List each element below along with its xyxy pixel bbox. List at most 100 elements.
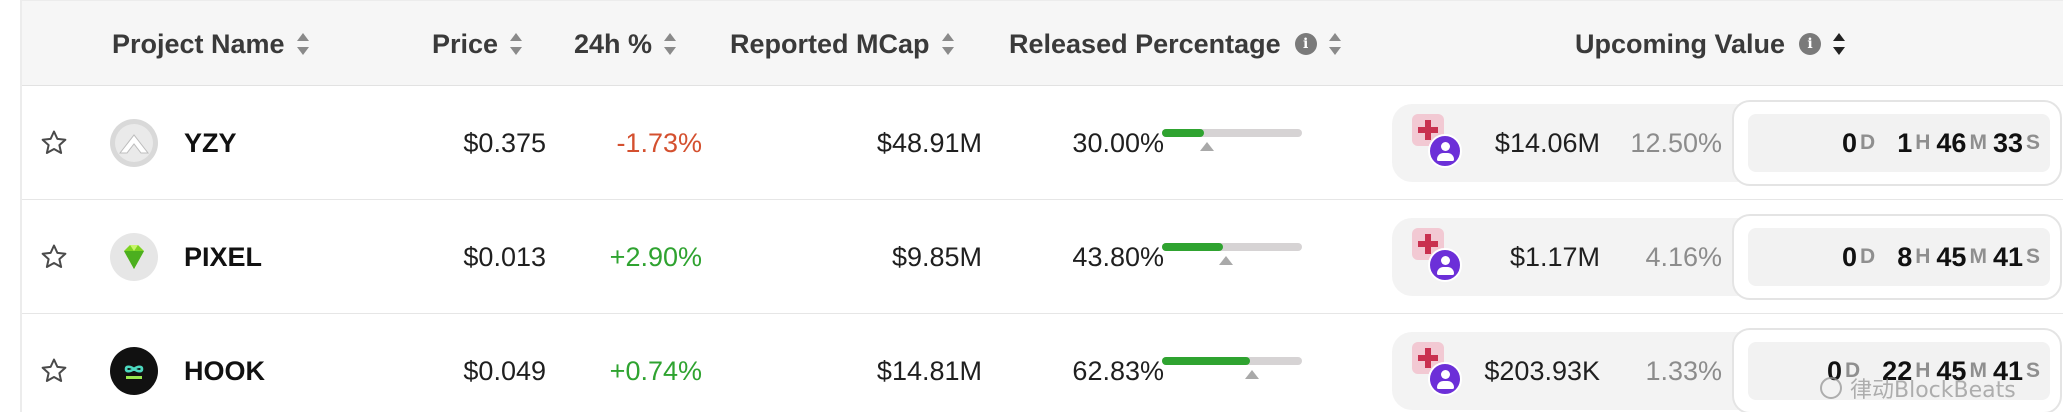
released-progress-bar xyxy=(1162,243,1302,265)
hook-infinity-logo xyxy=(110,347,158,395)
next-unlock-marker xyxy=(1199,142,1214,151)
change-24h: +0.74% xyxy=(570,314,702,412)
project-name-text[interactable]: YZY xyxy=(184,127,237,158)
sort-icon[interactable] xyxy=(664,33,677,55)
col-upcoming-value-label: Upcoming Value xyxy=(1575,28,1786,59)
price-value: $0.013 xyxy=(402,200,546,314)
table-row[interactable]: HOOK $0.049 +0.74% $14.81M 62.83% $203.9… xyxy=(22,314,2063,412)
col-24h-label: 24h % xyxy=(574,28,653,59)
unit-days: D xyxy=(1845,359,1861,382)
countdown-days: 0 xyxy=(1841,241,1858,272)
pixel-gem-logo xyxy=(110,233,158,281)
price-text: $0.375 xyxy=(463,127,546,158)
reported-mcap: $48.91M xyxy=(782,86,982,200)
project-name[interactable]: YZY xyxy=(184,86,237,200)
price-value: $0.375 xyxy=(402,86,546,200)
countdown-hours: 8 xyxy=(1897,241,1913,272)
mcap-text: $14.81M xyxy=(876,355,982,386)
unit-hours: H xyxy=(1915,131,1931,154)
unit-days: D xyxy=(1860,131,1876,154)
change-24h: +2.90% xyxy=(570,200,702,314)
price-value: $0.049 xyxy=(402,314,546,412)
reported-mcap: $14.81M xyxy=(782,314,982,412)
yzy-logo xyxy=(110,119,158,167)
info-icon[interactable]: i xyxy=(1799,33,1822,55)
countdown-seconds: 41 xyxy=(1992,241,2023,272)
unit-hours: H xyxy=(1915,245,1931,268)
unit-minutes: M xyxy=(1969,245,1987,268)
sort-icon[interactable] xyxy=(1328,33,1341,55)
watermark-text: 律动BlockBeats xyxy=(1850,378,2016,403)
released-progress-fill xyxy=(1162,243,1224,251)
unlock-table: Project Name Price 24h % Reported MCap R… xyxy=(20,0,2063,412)
col-released-percentage[interactable]: Released Percentage i xyxy=(1009,1,1341,87)
watermark: 律动BlockBeats xyxy=(1820,372,2016,404)
table-row[interactable]: PIXEL $0.013 +2.90% $9.85M 43.80% $1.17M… xyxy=(22,200,2063,314)
col-released-percentage-label: Released Percentage xyxy=(1009,28,1281,59)
col-price-label: Price xyxy=(432,28,499,59)
col-reported-mcap-label: Reported MCap xyxy=(730,28,930,59)
col-24h[interactable]: 24h % xyxy=(574,1,677,87)
upcoming-pct-text: 1.33% xyxy=(1645,355,1722,386)
released-text: 62.83% xyxy=(1072,355,1164,386)
mcap-text: $9.85M xyxy=(891,241,982,272)
project-name[interactable]: PIXEL xyxy=(184,200,262,314)
upcoming-value-text: $14.06M xyxy=(1494,127,1600,158)
released-progress-fill xyxy=(1162,129,1204,137)
unit-seconds: S xyxy=(2025,359,2040,382)
released-percentage: 43.80% xyxy=(1022,200,1164,314)
project-name[interactable]: HOOK xyxy=(184,314,265,412)
countdown-seconds: 33 xyxy=(1992,127,2023,158)
project-name-text[interactable]: PIXEL xyxy=(184,241,263,272)
released-percentage: 62.83% xyxy=(1022,314,1164,412)
released-text: 43.80% xyxy=(1072,241,1164,272)
favorite-star-icon[interactable] xyxy=(38,200,70,314)
col-reported-mcap[interactable]: Reported MCap xyxy=(730,1,954,87)
table-row[interactable]: YZY $0.375 -1.73% $48.91M 30.00% $14.06M… xyxy=(22,86,2063,200)
col-project-name-label: Project Name xyxy=(112,28,285,59)
released-progress-bar xyxy=(1162,129,1302,151)
unit-seconds: S xyxy=(2025,245,2040,268)
countdown-days: 0 xyxy=(1841,127,1858,158)
unlock-category-icon xyxy=(1412,114,1464,170)
col-project-name[interactable]: Project Name xyxy=(112,1,309,87)
countdown-minutes: 45 xyxy=(1936,241,1967,272)
unit-days: D xyxy=(1860,245,1876,268)
unit-seconds: S xyxy=(2025,131,2040,154)
sort-active-icon[interactable] xyxy=(1833,33,1846,55)
countdown-hours: 1 xyxy=(1897,127,1913,158)
sort-icon[interactable] xyxy=(941,33,954,55)
col-upcoming-value[interactable]: Upcoming Value i xyxy=(1575,1,1846,87)
countdown-minutes: 45 xyxy=(1936,355,1967,386)
sort-icon[interactable] xyxy=(510,33,523,55)
project-name-text[interactable]: HOOK xyxy=(184,355,265,386)
price-text: $0.013 xyxy=(463,241,546,272)
table-header: Project Name Price 24h % Reported MCap R… xyxy=(22,0,2063,86)
info-icon[interactable]: i xyxy=(1294,33,1317,55)
unit-minutes: M xyxy=(1969,131,1987,154)
upcoming-value-text: $1.17M xyxy=(1509,241,1600,272)
upcoming-pct-text: 12.50% xyxy=(1630,127,1722,158)
change-text: +0.74% xyxy=(609,355,702,386)
mcap-text: $48.91M xyxy=(876,127,982,158)
upcoming-value-text: $203.93K xyxy=(1484,355,1600,386)
unlock-category-icon xyxy=(1412,228,1464,284)
col-price[interactable]: Price xyxy=(432,1,523,87)
released-percentage: 30.00% xyxy=(1022,86,1164,200)
upcoming-pct-text: 4.16% xyxy=(1645,241,1722,272)
countdown-seconds: 41 xyxy=(1992,355,2023,386)
unit-hours: H xyxy=(1915,359,1931,382)
released-progress-bar xyxy=(1162,357,1302,379)
unit-minutes: M xyxy=(1969,359,1987,382)
sort-icon[interactable] xyxy=(296,33,309,55)
countdown-hours: 22 xyxy=(1882,355,1913,386)
favorite-star-icon[interactable] xyxy=(38,86,70,200)
favorite-star-icon[interactable] xyxy=(38,314,70,412)
released-text: 30.00% xyxy=(1072,127,1164,158)
